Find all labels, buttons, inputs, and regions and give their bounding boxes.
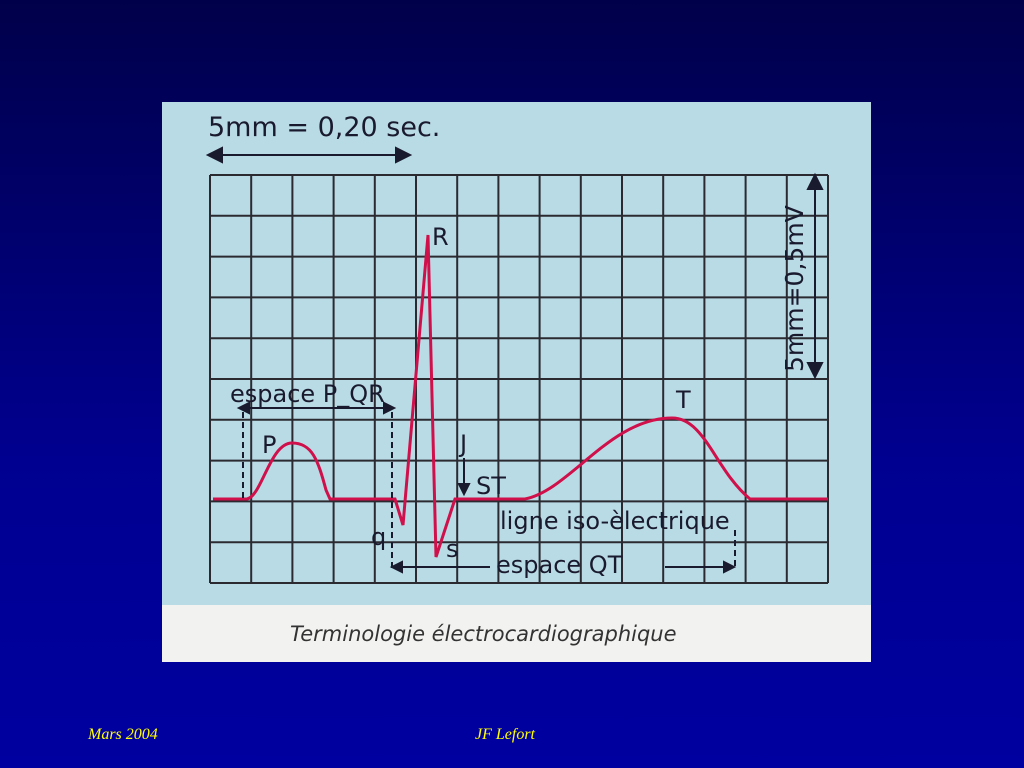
caption-band [162,605,871,662]
caption: Terminologie électrocardiographique [290,622,677,646]
label-pqr-interval: espace P_QR [230,380,385,408]
label-qt-interval: espace QT [496,551,623,579]
grid [209,174,829,584]
label-j: J [458,430,467,458]
annotations [205,146,824,574]
label-isoelectric-line: ligne iso-èlectrique [500,507,730,535]
figure-background [162,102,871,662]
label-s: s [446,535,459,563]
voltage-scale: 5mm=0,5mV [780,205,809,372]
footer-author: JF Lefort [475,726,535,743]
time-scale: 5mm = 0,20 sec. [208,112,440,143]
label-t: T [675,386,691,414]
label-st: ST [476,472,506,500]
ecg-trace [213,234,828,558]
label-q: q [371,523,386,551]
footer-date: Mars 2004 [88,726,158,743]
label-p: P [262,431,276,459]
label-r: R [432,223,449,251]
